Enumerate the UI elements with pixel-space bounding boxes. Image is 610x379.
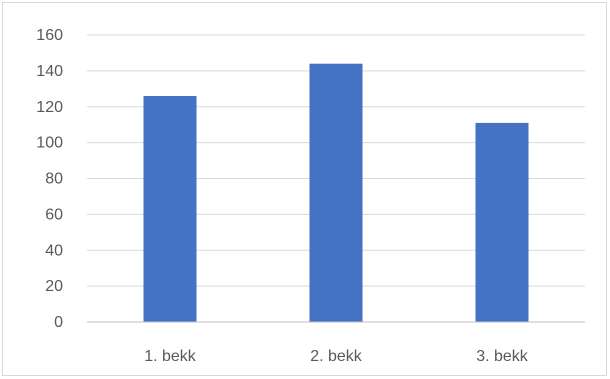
y-tick-label: 40 [45, 242, 63, 259]
y-tick-label: 0 [54, 314, 63, 331]
y-tick-label: 60 [45, 206, 63, 223]
y-tick-label: 160 [36, 27, 63, 44]
bar-3 [475, 122, 529, 322]
x-axis-ticks: 1. bekk 2. bekk 3. bekk [144, 348, 529, 365]
bar-1 [143, 95, 197, 322]
y-tick-label: 100 [36, 135, 63, 152]
y-axis-ticks: 0 20 40 60 80 100 120 140 160 [36, 27, 63, 331]
y-tick-label: 20 [45, 278, 63, 295]
bar-2 [309, 63, 363, 322]
x-tick-label: 1. bekk [144, 348, 197, 365]
x-tick-label: 3. bekk [476, 348, 529, 365]
bars [143, 63, 529, 322]
y-tick-label: 80 [45, 171, 63, 188]
x-tick-label: 2. bekk [310, 348, 363, 365]
y-tick-label: 120 [36, 99, 63, 116]
y-tick-label: 140 [36, 63, 63, 80]
